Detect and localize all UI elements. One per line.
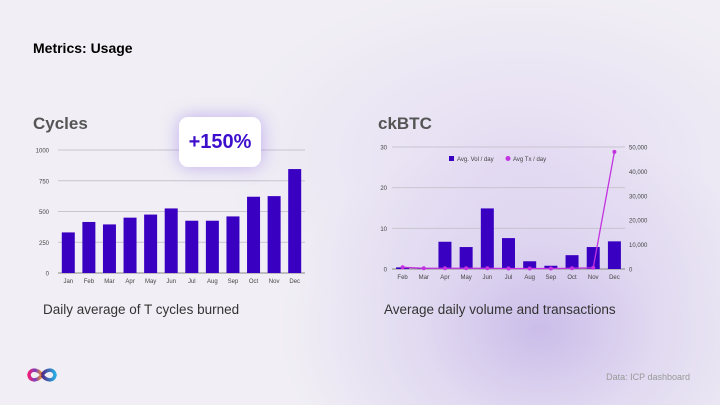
x-tick-label: Jun [166,279,176,285]
bar-jun [164,208,178,273]
y-tick-label: 0 [46,272,50,278]
tx-point-mar [421,266,426,271]
bar-nov [267,196,281,273]
cycles-caption: Daily average of T cycles burned [43,302,240,317]
x-tick-label: May [460,275,471,281]
growth-badge: +150% [179,117,261,167]
x-tick-label: Apr [125,279,134,285]
ckbtc-caption: Average daily volume and transactions [384,302,616,317]
y2-tick-label: 20,000 [629,219,648,225]
cycles-chart: 0 250 500 750 1000 Jan Feb Mar Apr May Jun Jul Aug Se… [36,149,305,285]
y2-tick-label: 0 [629,268,633,274]
tx-point-dec [612,149,617,154]
tx-point-oct [570,266,575,271]
tx-point-apr [442,266,447,271]
x-tick-label: Oct [249,279,259,285]
y-tick-label: 750 [39,179,50,185]
bar-jan [61,232,75,273]
bar-apr [123,217,137,273]
bar-may [144,214,158,273]
x-tick-label: Aug [207,279,218,285]
tx-point-jun [485,266,490,271]
tx-point-aug [527,266,532,271]
tx-point-nov [591,265,596,270]
x-tick-label: Feb [84,279,95,285]
x-tick-label: Jul [505,275,513,281]
bar-oct [565,255,579,269]
x-tick-label: Jul [188,279,196,285]
data-source-note: Data: ICP dashboard [606,372,690,382]
bar-sep [226,216,240,273]
legend-tx-swatch [505,156,511,161]
x-tick-label: May [145,279,156,285]
tx-point-feb [400,265,405,270]
ckbtc-chart: 0 10 20 30 0 10,000 20,000 30,000 40,000 50,000 Fe… [380,146,648,282]
y2-tick-label: 40,000 [629,170,648,176]
tx-point-jul [506,266,511,271]
bar-may [459,247,473,269]
y2-tick-label: 10,000 [629,243,648,249]
y-tick-label: 0 [384,268,388,274]
legend-tx-label: Avg Tx / day [513,157,546,163]
cycles-chart-title: Cycles [33,114,88,133]
y-tick-label: 20 [380,186,387,192]
x-tick-label: Feb [397,275,408,281]
bar-mar [102,224,116,273]
bar-oct [247,196,261,273]
x-tick-label: Aug [524,275,535,281]
bar-jul [185,220,199,273]
infinity-logo-icon [27,368,57,382]
y-tick-label: 30 [380,146,387,152]
x-tick-label: Jun [482,275,492,281]
bar-jun [480,208,494,269]
x-tick-label: Sep [228,279,239,285]
slide-title: Metrics: Usage [33,40,133,56]
legend-vol-label: Avg. Vol / day [457,157,494,163]
ckbtc-chart-title: ckBTC [378,114,432,133]
x-tick-label: Jan [63,279,73,285]
x-tick-label: Dec [289,279,300,285]
y-tick-label: 500 [39,210,50,216]
bar-feb [82,221,96,273]
bar-jul [502,238,515,269]
legend-vol-swatch [449,156,454,161]
tx-point-sep [548,266,553,271]
y-tick-label: 250 [39,241,50,247]
x-tick-label: Apr [440,275,449,281]
bar-aug [523,261,537,269]
y2-tick-label: 30,000 [629,194,648,200]
tx-point-may [464,266,469,271]
x-tick-label: Mar [419,275,429,281]
x-tick-label: Dec [609,275,620,281]
x-tick-label: Nov [269,279,280,285]
x-tick-label: Nov [588,275,599,281]
bar-aug [205,220,219,273]
bar-dec [288,169,302,273]
x-tick-label: Sep [546,275,557,281]
bar-dec [607,241,621,269]
bar-apr [438,241,452,269]
x-tick-label: Oct [567,275,577,281]
y-tick-label: 1000 [36,149,50,155]
y2-tick-label: 50,000 [629,146,648,152]
x-tick-label: Mar [104,279,114,285]
y-tick-label: 10 [380,227,387,233]
